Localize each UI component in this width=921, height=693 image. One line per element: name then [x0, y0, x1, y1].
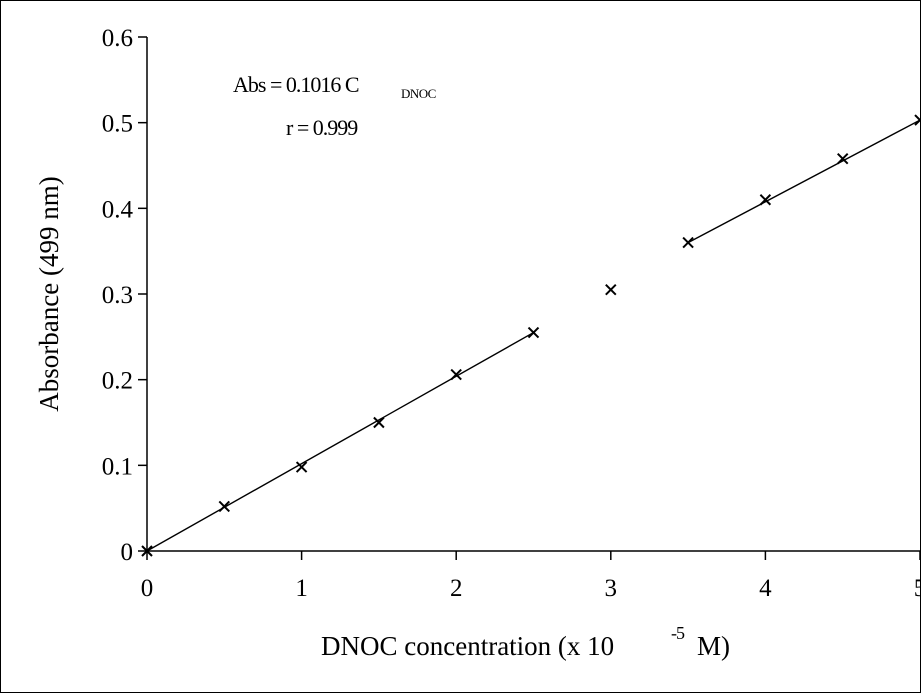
x-axis-title-exponent: -5 — [671, 623, 685, 643]
y-tick-label: 0.5 — [102, 111, 133, 138]
data-point — [914, 114, 920, 126]
fit-line-segment — [146, 331, 534, 552]
x-tick-label: 2 — [450, 575, 463, 602]
data-point — [527, 326, 540, 339]
x-tick-label: 5 — [914, 575, 920, 602]
regression-equation: Abs = 0.1016 C — [233, 72, 359, 97]
x-axis-title-main: DNOC concentration (x 10 — [321, 631, 614, 661]
x-axis-title-unit: M) — [697, 631, 730, 661]
y-tick-label: 0.2 — [102, 368, 133, 395]
y-tick-label: 0.1 — [102, 453, 133, 480]
fit-line-segment — [687, 119, 920, 244]
data-point — [836, 152, 849, 165]
regression-annotation: Abs = 0.1016 C DNOC r = 0.999 — [233, 72, 436, 140]
x-tick-label: 4 — [759, 575, 772, 602]
ticks: 0 1 2 3 4 5 0 0.1 0.2 0.3 0.4 0.5 0.6 — [102, 25, 920, 602]
plot-area — [141, 114, 920, 557]
correlation-coefficient: r = 0.999 — [286, 115, 358, 140]
y-tick-label: 0.4 — [102, 196, 134, 223]
axes — [146, 37, 920, 552]
y-tick-label: 0.3 — [102, 282, 133, 309]
x-tick-label: 3 — [605, 575, 618, 602]
data-point — [605, 284, 617, 296]
data-point — [295, 461, 308, 473]
x-tick-label: 0 — [141, 575, 154, 602]
x-tick-label: 1 — [295, 575, 308, 602]
data-point — [682, 236, 694, 249]
data-point — [373, 416, 385, 429]
regression-equation-subscript: DNOC — [401, 86, 436, 101]
y-tick-label: 0.6 — [102, 25, 133, 52]
data-point — [450, 368, 462, 381]
data-point — [218, 500, 231, 513]
data-point — [759, 194, 772, 206]
y-tick-label: 0 — [121, 539, 134, 566]
y-axis-title: Absorbance (499 nm) — [34, 176, 64, 411]
x-axis-title: DNOC concentration (x 10 -5 M) — [321, 623, 730, 661]
